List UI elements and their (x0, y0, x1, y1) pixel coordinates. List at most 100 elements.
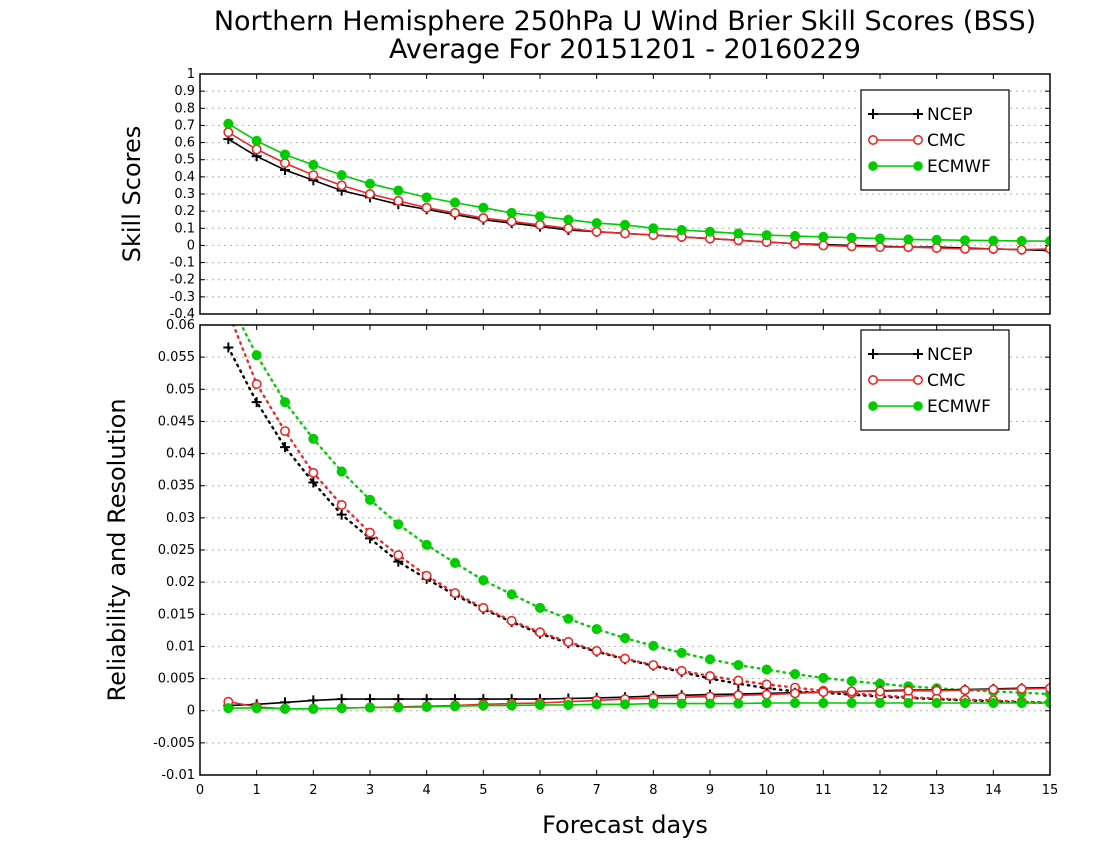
ecmwf-point (563, 699, 574, 710)
cmc-point (903, 685, 914, 696)
ecmwf-legend-label: ECMWF (927, 397, 991, 417)
y-axis-label: Reliability and Resolution (103, 398, 131, 701)
cmc-point (591, 645, 602, 656)
ecmwf-point (761, 664, 772, 675)
cmc-point (279, 158, 290, 169)
cmc-point (308, 170, 319, 181)
ecmwf-point (676, 698, 687, 709)
cmc-point (308, 467, 319, 478)
ecmwf-point (449, 701, 461, 712)
ecmwf-point (478, 575, 489, 586)
ecmwf-point (506, 207, 517, 218)
skill-scores-panel: -0.4 -0.3 -0.2 -0.1 0 0.1 0.2 0.3 0.4 0.5 0.6 0.7 0.… (118, 67, 1051, 322)
ncep-point (251, 397, 262, 408)
ncep-legend-label: NCEP (927, 105, 973, 125)
y-tick-label: 0.025 (158, 543, 195, 558)
x-tick-label: 11 (815, 783, 832, 798)
ecmwf-point (648, 640, 659, 651)
ecmwf-legend-marker (868, 161, 878, 171)
ecmwf-point (336, 170, 347, 181)
cmc-point (846, 241, 857, 252)
ncep-legend-marker (868, 349, 878, 359)
x-tick-label: 10 (758, 783, 775, 798)
cmc-point (563, 636, 574, 647)
cmc-point (676, 665, 687, 676)
legend: NCEP CMC ECMWF (860, 329, 1010, 431)
x-tick-label: 3 (366, 783, 374, 798)
ecmwf-point (1016, 235, 1027, 247)
cmc-point (223, 127, 234, 138)
cmc-point (1045, 683, 1050, 694)
reliability-resolution-panel: -0.01 -0.005 0 0.005 0.01 0.015 0.02 0.025 0.03 0… (103, 318, 1058, 798)
ecmwf-point (704, 654, 716, 665)
cmc-point (393, 195, 404, 206)
ecmwf-point (874, 233, 886, 244)
y-tick-label: -0.4 (170, 307, 195, 322)
ecmwf-point (591, 699, 602, 710)
x-tick-label: 1 (253, 783, 261, 798)
ecmwf-point (704, 226, 716, 237)
ecmwf-point (534, 211, 546, 222)
cmc-point (506, 615, 517, 626)
cmc-point (534, 219, 545, 230)
y-tick-label: 0.055 (158, 350, 195, 365)
cmc-point (846, 686, 857, 697)
cmc-point (1016, 683, 1027, 694)
ecmwf-point (534, 699, 546, 710)
cmc-point (761, 679, 772, 690)
cmc-point (534, 627, 545, 638)
ecmwf-point (364, 494, 376, 505)
y-tick-label: 1 (187, 67, 195, 82)
cmc-point (789, 688, 800, 699)
cmc-legend-label: CMC (927, 371, 965, 391)
cmc-legend-marker (912, 374, 923, 385)
ecmwf-point (478, 202, 489, 213)
ecmwf-point (818, 231, 829, 242)
ecmwf-point (364, 178, 376, 189)
y-tick-label: 0.9 (174, 84, 195, 99)
cmc-point (251, 144, 262, 155)
ecmwf-point (563, 613, 574, 624)
ncep-legend-marker (913, 109, 923, 119)
cmc-point (988, 243, 999, 254)
ecmwf-point (988, 235, 999, 246)
x-tick-label: 7 (593, 783, 601, 798)
ecmwf-point (903, 234, 914, 245)
ecmwf-point (761, 697, 772, 709)
ecmwf-point (364, 702, 376, 713)
y-tick-label: 0.05 (166, 382, 195, 397)
ecmwf-point (619, 699, 631, 710)
y-tick-label: 0.035 (158, 479, 195, 494)
cmc-point (959, 685, 970, 696)
y-tick-label: 0.5 (174, 153, 195, 168)
legend: NCEP CMC ECMWF (860, 89, 1010, 191)
cmc-point (959, 243, 970, 254)
cmc-point (619, 228, 630, 239)
ecmwf-point (591, 218, 602, 229)
ecmwf-point (421, 192, 432, 203)
ecmwf-legend-label: ECMWF (927, 157, 991, 177)
x-tick-label: 13 (928, 783, 945, 798)
plot-frame (199, 324, 1051, 776)
ecmwf-point (251, 703, 262, 714)
cmc-point (364, 189, 375, 200)
x-tick-label: 0 (196, 783, 204, 798)
chart-title-line2: Average For 20151201 - 20160229 (389, 34, 861, 65)
ncep-legend-marker (913, 349, 923, 359)
ecmwf-point (761, 230, 772, 241)
ecmwf-point (421, 539, 432, 550)
y-tick-label: 0.005 (158, 672, 195, 687)
y-tick-label: 0.015 (158, 607, 195, 622)
ecmwf-point (506, 700, 517, 711)
x-tick-label: 12 (872, 783, 889, 798)
ncep-point (223, 342, 234, 353)
ecmwf-point (449, 197, 461, 208)
ecmwf-point (279, 397, 291, 408)
y-tick-label: -0.1 (170, 256, 195, 271)
cmc-point (733, 675, 744, 686)
y-tick-label: 0.04 (166, 447, 195, 462)
cmc-point (563, 223, 574, 234)
ecmwf-point (733, 698, 744, 709)
y-tick-label: 0.7 (174, 118, 195, 133)
cmc-point (818, 687, 829, 698)
